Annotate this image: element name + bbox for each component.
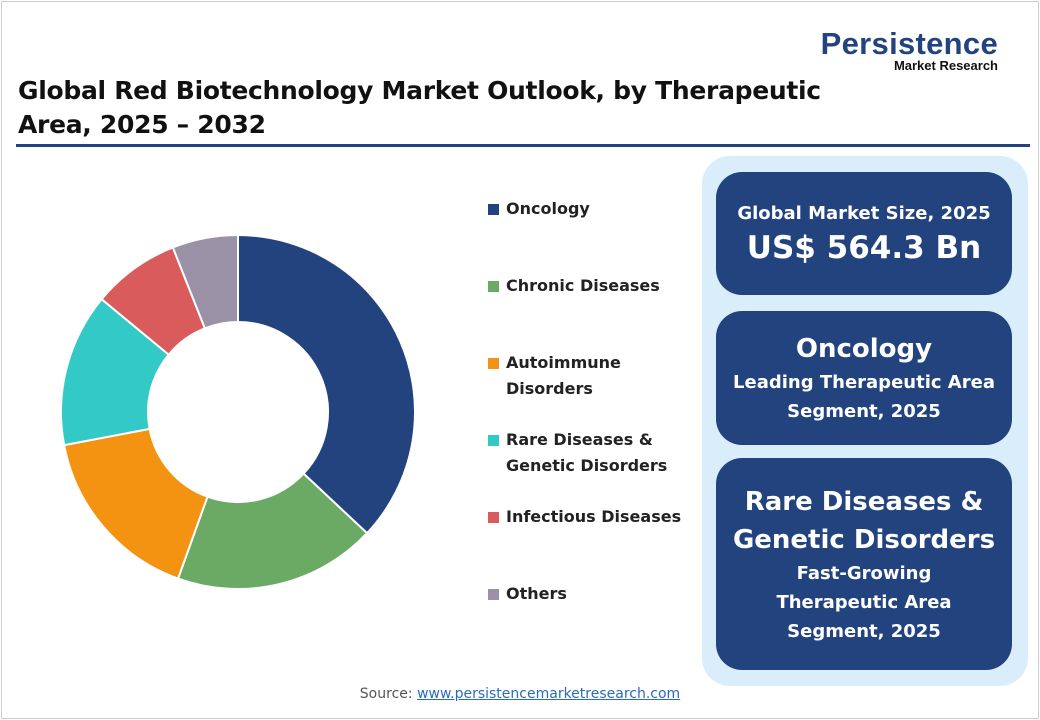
legend-label: Oncology	[506, 199, 590, 218]
donut-slice-chronic-diseases	[176, 472, 369, 590]
legend-swatch	[488, 435, 499, 446]
legend-label: Infectious Diseases	[506, 507, 682, 526]
market-size-value: US$ 564.3 Bn	[746, 230, 982, 266]
fast-growing-line2: Therapeutic Area	[776, 591, 952, 613]
leading-segment-line1: Leading Therapeutic Area	[733, 372, 995, 393]
legend-item: Infectious Diseases	[488, 504, 688, 530]
donut-slice-autoimmune-disorders	[62, 427, 209, 580]
leading-segment-line2: Segment, 2025	[787, 401, 941, 422]
legend-item: Autoimmune Disorders	[488, 350, 688, 402]
chart-title: Global Red Biotechnology Market Outlook,…	[18, 76, 821, 139]
legend-item: Others	[488, 581, 688, 607]
donut-slice-others	[171, 233, 239, 330]
fast-growing-name2: Genetic Disorders	[732, 524, 996, 555]
leading-segment-card: Oncology Leading Therapeutic Area Segmen…	[716, 311, 1012, 445]
fast-growing-line3: Segment, 2025	[787, 620, 941, 642]
source-link[interactable]: www.persistencemarketresearch.com	[417, 686, 681, 702]
donut-slice-oncology	[237, 233, 416, 535]
source-label: Source:	[359, 686, 413, 702]
legend-item: Chronic Diseases	[488, 273, 688, 299]
legend-swatch	[488, 512, 499, 523]
legend-swatch	[488, 358, 499, 369]
fast-growing-name1: Rare Diseases &	[744, 486, 984, 517]
fast-growing-line1: Fast-Growing	[796, 562, 932, 584]
legend-swatch	[488, 589, 499, 600]
title-divider	[16, 144, 1030, 147]
leading-segment-name: Oncology	[795, 334, 933, 364]
legend-label: Autoimmune Disorders	[506, 353, 621, 398]
market-size-label: Global Market Size, 2025	[737, 203, 991, 224]
logo-line2: Market Research	[893, 58, 998, 73]
source: Source: www.persistencemarketresearch.co…	[0, 686, 1040, 702]
fast-growing-card: Rare Diseases & Genetic Disorders Fast-G…	[716, 458, 1012, 670]
legend-label: Others	[506, 584, 567, 603]
logo: Persistence Market Research	[798, 26, 998, 73]
legend-label: Chronic Diseases	[506, 276, 660, 295]
market-size-card: Global Market Size, 2025 US$ 564.3 Bn	[716, 172, 1012, 295]
donut-chart	[60, 233, 416, 590]
legend-swatch	[488, 281, 499, 292]
legend-swatch	[488, 204, 499, 215]
legend-label: Rare Diseases & Genetic Disorders	[506, 430, 668, 475]
logo-line1: Persistence	[820, 26, 998, 61]
legend-item: Rare Diseases & Genetic Disorders	[488, 427, 688, 479]
legend-item: Oncology	[488, 196, 688, 222]
